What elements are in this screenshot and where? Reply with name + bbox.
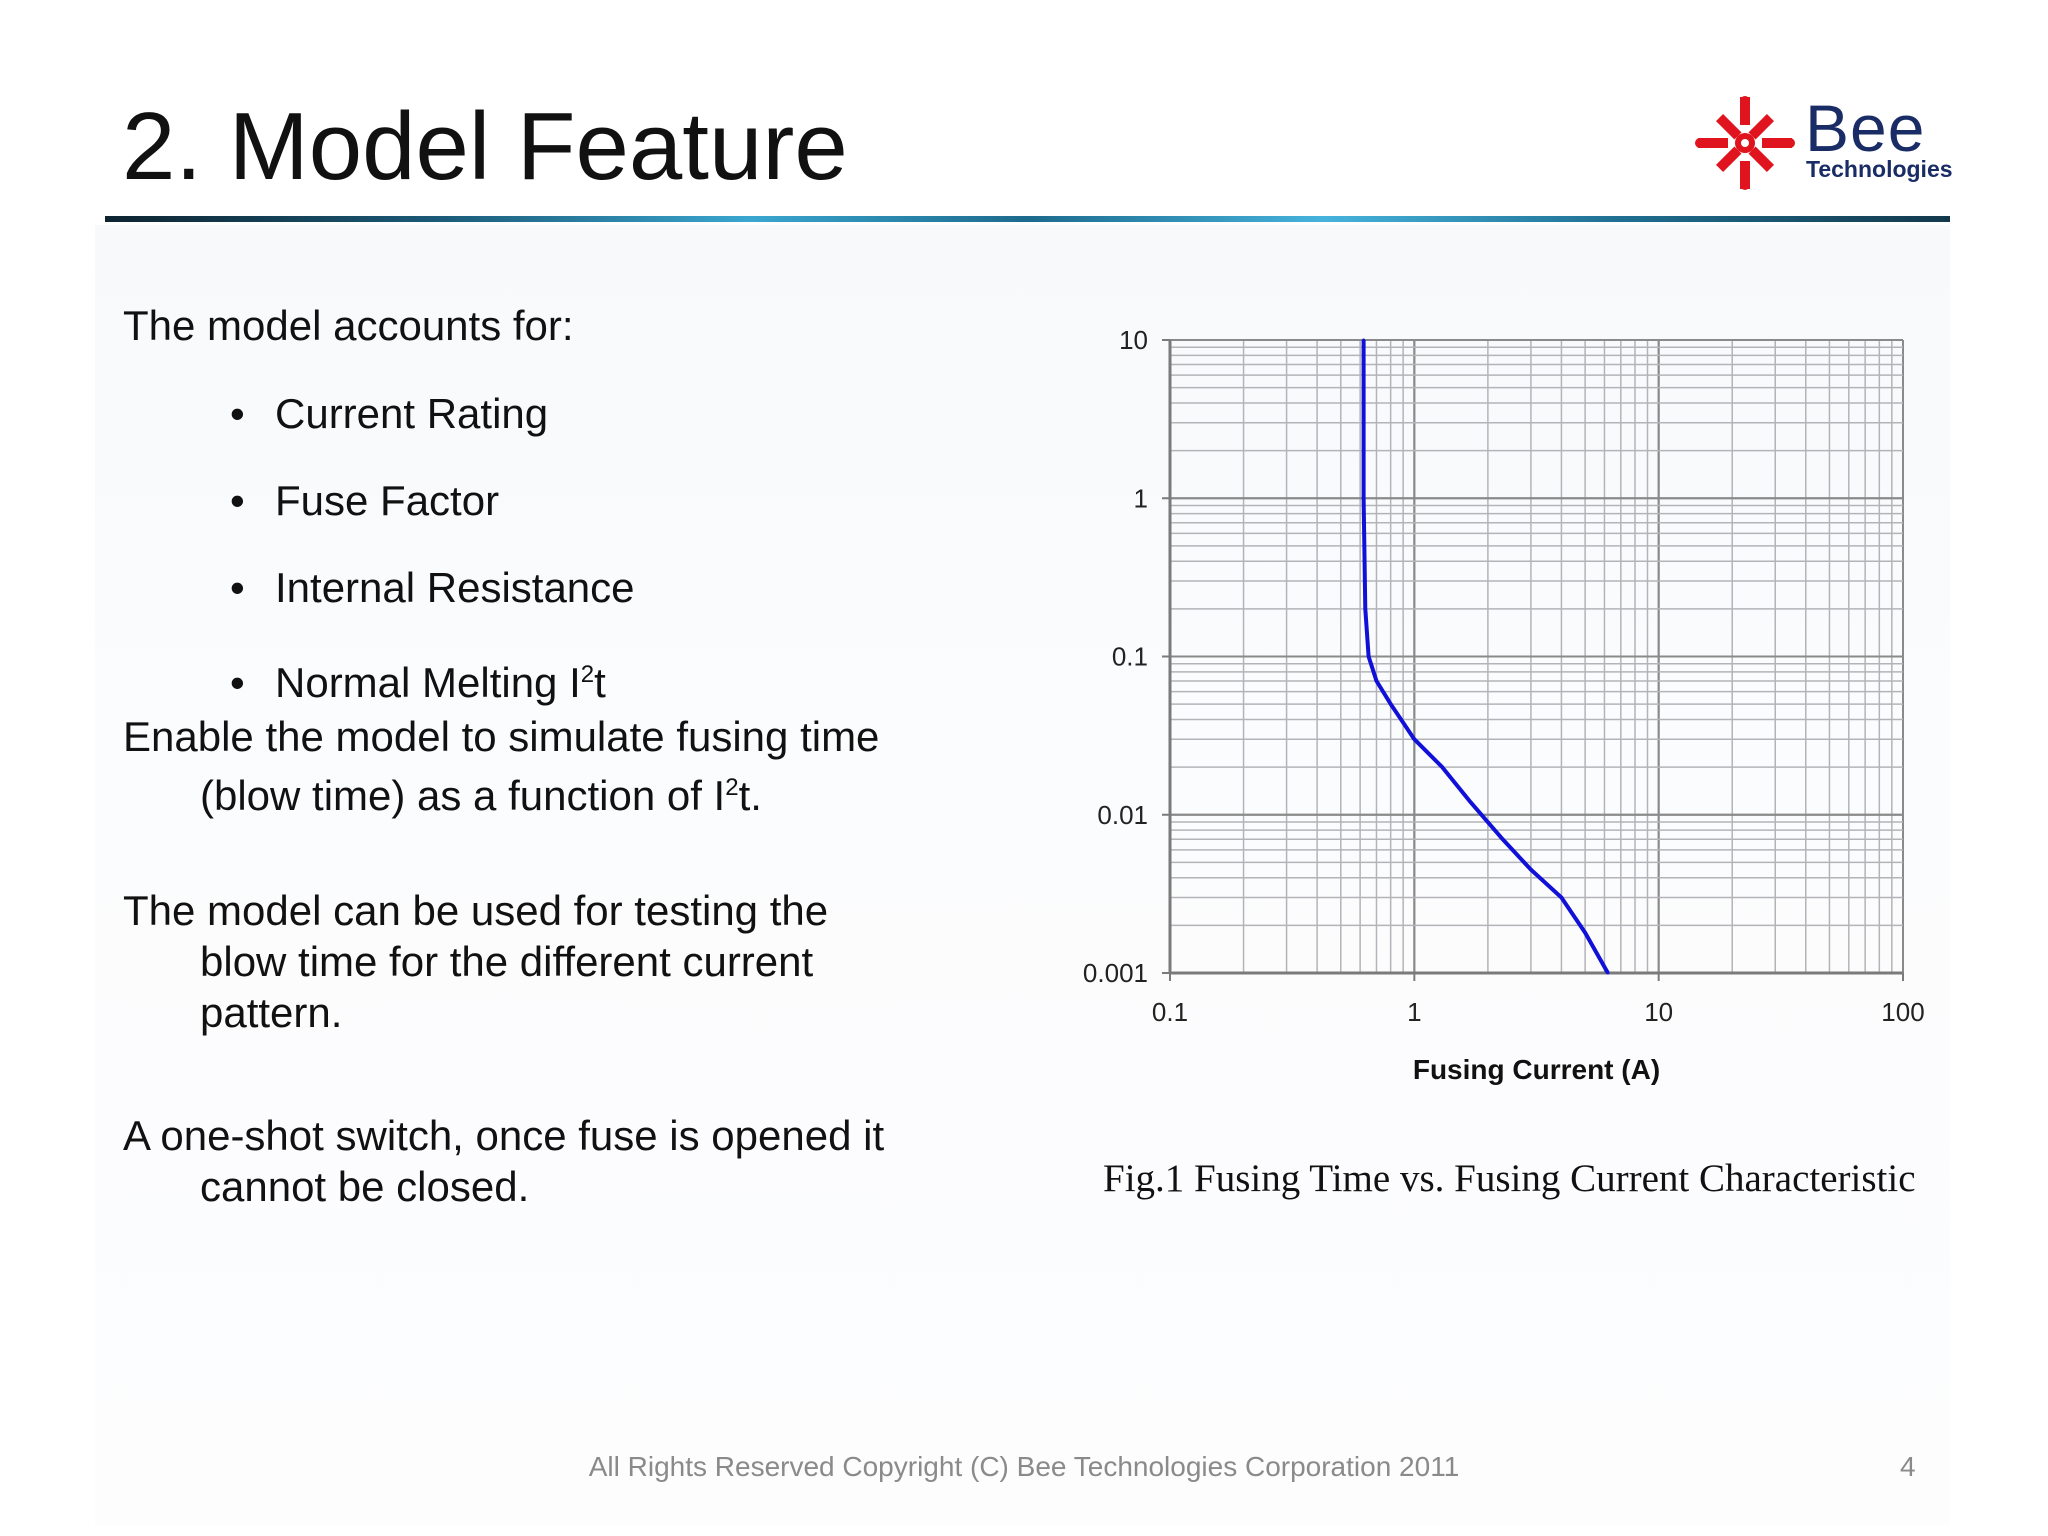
paragraph-line: The model can be used for testing the — [123, 887, 829, 934]
data-point — [1362, 338, 1366, 342]
paragraph-line: A one-shot switch, once fuse is opened i… — [123, 1112, 885, 1159]
x-tick-label: 10 — [1644, 997, 1673, 1027]
page-number: 4 — [1900, 1451, 1916, 1482]
bullet-dot: • — [230, 477, 245, 524]
paragraph-one-shot: A one-shot switch, once fuse is opened i… — [123, 1110, 884, 1212]
y-tick-label: 0.001 — [1083, 958, 1148, 988]
logo-subtitle: Technologies — [1806, 156, 1953, 182]
paragraph-testing: The model can be used for testing the bl… — [123, 885, 828, 1038]
copyright-footer: All Rights Reserved Copyright (C) Bee Te… — [588, 1451, 1460, 1482]
data-point — [1367, 655, 1371, 658]
bullet-dot: • — [230, 659, 245, 706]
bullet-dot: • — [230, 564, 245, 611]
intro-text: The model accounts for: — [123, 302, 574, 349]
title-divider — [105, 216, 1950, 222]
bullet-current-rating: • Current Rating — [230, 388, 548, 439]
bullet-fuse-factor: • Fuse Factor — [230, 475, 499, 526]
series-line — [1361, 340, 1610, 974]
bullet-superscript: 2 — [580, 661, 595, 688]
data-point — [1412, 737, 1416, 741]
y-tick-label: 0.01 — [1097, 800, 1148, 830]
paragraph-simulate: Enable the model to simulate fusing time… — [123, 711, 879, 821]
bee-logo-mark-icon — [1695, 96, 1795, 190]
paragraph-line: Enable the model to simulate fusing time — [123, 713, 880, 760]
data-point — [1501, 837, 1505, 841]
x-axis-title: Fusing Current (A) — [1413, 1054, 1660, 1085]
bullet-internal-resistance: • Internal Resistance — [230, 562, 635, 613]
data-point — [1374, 679, 1378, 683]
logo-word: Bee — [1805, 91, 1926, 165]
x-tick-label: 1 — [1407, 997, 1421, 1027]
paragraph-line: cannot be closed. — [200, 1163, 530, 1210]
bullet-label: Fuse Factor — [275, 477, 500, 524]
slide-background — [95, 225, 1950, 1525]
fusing-time-chart: 0.1 1 10 100 0.001 0.01 0.1 1 10 Fusing Current (… — [1083, 325, 1925, 1085]
bullet-tail: t — [594, 659, 606, 706]
data-point — [1363, 607, 1367, 611]
data-point — [1559, 895, 1563, 899]
bee-technologies-logo: Bee Technologies — [1690, 91, 1953, 190]
data-point — [1440, 765, 1444, 769]
slide-title: 2. Model Feature — [122, 93, 848, 200]
data-point — [1606, 971, 1610, 975]
paragraph-line: pattern. — [200, 989, 343, 1036]
paragraph-line: (blow time) as a function of I2t. — [200, 772, 762, 819]
figure-caption: Fig.1 Fusing Time vs. Fusing Current Cha… — [1103, 1157, 1916, 1200]
data-point — [1389, 702, 1393, 706]
bullet-label: Current Rating — [275, 390, 549, 437]
data-point — [1362, 496, 1366, 500]
bullet-label: Normal Melting I — [275, 659, 581, 706]
bullet-dot: • — [230, 390, 245, 437]
y-tick-label: 0.1 — [1112, 642, 1148, 672]
data-point — [1529, 868, 1533, 872]
paragraph-line: blow time for the different current — [200, 938, 814, 985]
x-tick-label: 100 — [1881, 997, 1924, 1027]
bullet-normal-melting: • Normal Melting I2t — [230, 649, 606, 708]
y-tick-label: 1 — [1134, 483, 1148, 513]
x-tick-label: 0.1 — [1152, 997, 1188, 1027]
data-point — [1583, 931, 1587, 935]
bullet-label: Internal Resistance — [275, 564, 635, 611]
data-point — [1469, 800, 1473, 804]
y-tick-label: 10 — [1119, 325, 1148, 355]
